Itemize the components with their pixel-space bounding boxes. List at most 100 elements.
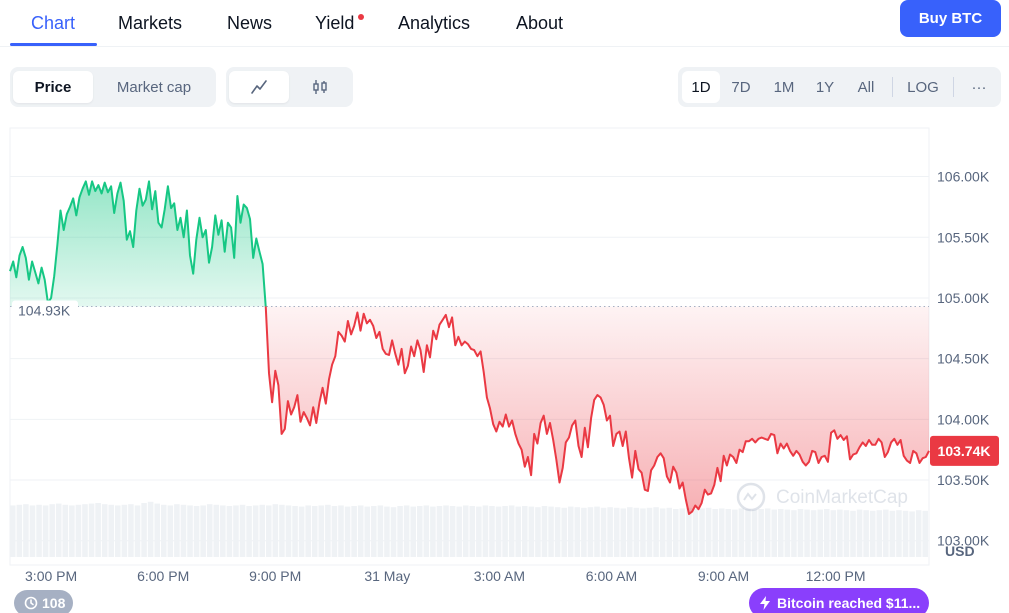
volume-bar: [607, 507, 613, 557]
y-axis: 106.00K 105.50K 105.00K 104.50K 104.00K 103.5…: [937, 169, 990, 559]
x-tick-label: 9:00 AM: [698, 568, 749, 584]
lightning-icon: [760, 596, 770, 610]
volume-bar: [515, 506, 522, 557]
volume-bar: [896, 510, 902, 557]
y-tick-label: 104.00K: [937, 411, 990, 427]
volume-bar: [837, 509, 843, 557]
volume-bar: [226, 506, 233, 557]
tab-analytics[interactable]: Analytics: [398, 13, 471, 33]
price-area: [9, 180, 930, 515]
history-icon: [24, 596, 38, 610]
volume-bar: [357, 505, 364, 557]
volume-bar: [101, 504, 108, 557]
candlestick-chart-button[interactable]: [290, 71, 350, 103]
volume-bar: [508, 505, 515, 557]
volume-bar: [311, 506, 318, 557]
volume-bar: [331, 506, 338, 557]
alert-count-badge[interactable]: 108: [14, 590, 74, 613]
tab-about[interactable]: About: [516, 13, 564, 33]
range-all-button[interactable]: All: [857, 78, 875, 96]
volume-bar: [699, 508, 705, 557]
candlestick-icon: [313, 80, 327, 94]
range-divider: [892, 77, 893, 97]
chart-type-toggle: [226, 67, 353, 107]
down-price-line: [264, 306, 930, 515]
baseline-label-bg: [12, 300, 78, 321]
volume-bar: [620, 508, 627, 557]
volume-bar: [252, 505, 259, 557]
up-area-fill: [10, 181, 266, 307]
volume-bar: [823, 509, 830, 557]
volume-bar: [869, 510, 876, 557]
volume-bar: [325, 504, 331, 557]
log-scale-button[interactable]: LOG: [907, 78, 939, 96]
market-cap-toggle-button[interactable]: Market cap: [116, 78, 192, 96]
volume-bar: [259, 504, 266, 557]
volume-bar: [371, 506, 377, 557]
volume-bar: [653, 507, 659, 557]
volume-bar: [666, 507, 672, 557]
volume-bar: [738, 508, 745, 557]
volume-bar: [495, 506, 502, 557]
current-price-tag: [930, 435, 999, 466]
range-1y-button[interactable]: 1Y: [815, 78, 835, 96]
volume-bar: [108, 504, 115, 557]
x-tick-label: 3:00 AM: [474, 568, 525, 584]
volume-bar: [75, 504, 82, 557]
volume-bar: [909, 511, 915, 557]
baseline-label: 104.93K: [18, 302, 71, 318]
price-toggle-button[interactable]: Price: [13, 71, 93, 103]
volume-bar: [134, 505, 141, 557]
volume-bar: [843, 510, 850, 557]
volume-bar: [88, 503, 95, 557]
y-tick-label: 103.50K: [937, 472, 990, 488]
volume-bars: [10, 501, 928, 557]
tab-chart[interactable]: Chart: [31, 13, 76, 33]
price-chart[interactable]: 106.00K 105.50K 105.00K 104.50K 104.00K 103.5…: [0, 125, 1009, 613]
volume-bar: [462, 505, 469, 557]
volume-bar: [784, 509, 791, 557]
tab-markets[interactable]: Markets: [118, 13, 183, 33]
volume-bar: [42, 505, 49, 557]
tab-news[interactable]: News: [227, 13, 273, 33]
volume-bar: [541, 506, 548, 557]
volume-bar: [889, 510, 896, 557]
range-divider: [953, 77, 954, 97]
news-alert-text: Bitcoin reached $11...: [777, 595, 921, 611]
volume-bar: [718, 508, 725, 557]
price-labels: 104.93K 103.74K: [12, 300, 999, 466]
metric-toggle: Price Market cap: [10, 67, 216, 107]
volume-bar: [220, 505, 226, 557]
volume-bar: [876, 510, 883, 557]
volume-bar: [489, 506, 495, 557]
range-1d-button[interactable]: 1D: [682, 71, 720, 103]
volume-bar: [502, 506, 508, 557]
volume-bar: [351, 506, 357, 557]
volume-bar: [672, 509, 679, 557]
news-alert-pill[interactable]: Bitcoin reached $11...: [749, 588, 929, 613]
more-options-button[interactable]: ···: [971, 78, 987, 96]
volume-bar: [206, 504, 213, 557]
x-tick-label: 6:00 AM: [586, 568, 637, 584]
volume-bar: [318, 505, 325, 557]
volume-bar: [62, 504, 69, 557]
y-tick-label: 105.00K: [937, 290, 990, 306]
volume-bar: [686, 507, 692, 557]
volume-bar: [95, 503, 101, 557]
volume-bar: [476, 506, 482, 557]
line-chart-button[interactable]: [229, 71, 289, 103]
alert-count: 108: [42, 595, 66, 611]
line-chart-icon: [251, 80, 267, 94]
volume-bar: [482, 505, 489, 557]
range-7d-button[interactable]: 7D: [731, 78, 751, 96]
volume-bar: [469, 506, 476, 557]
volume-bar: [915, 510, 922, 557]
range-1m-button[interactable]: 1M: [773, 78, 795, 96]
tab-yield[interactable]: Yield: [315, 13, 355, 33]
volume-bar: [364, 506, 371, 557]
buy-btc-button[interactable]: Buy BTC: [900, 0, 1001, 37]
volume-bar: [121, 504, 128, 557]
volume-bar: [115, 505, 121, 557]
volume-bar: [535, 507, 541, 557]
volume-bar: [180, 504, 187, 557]
